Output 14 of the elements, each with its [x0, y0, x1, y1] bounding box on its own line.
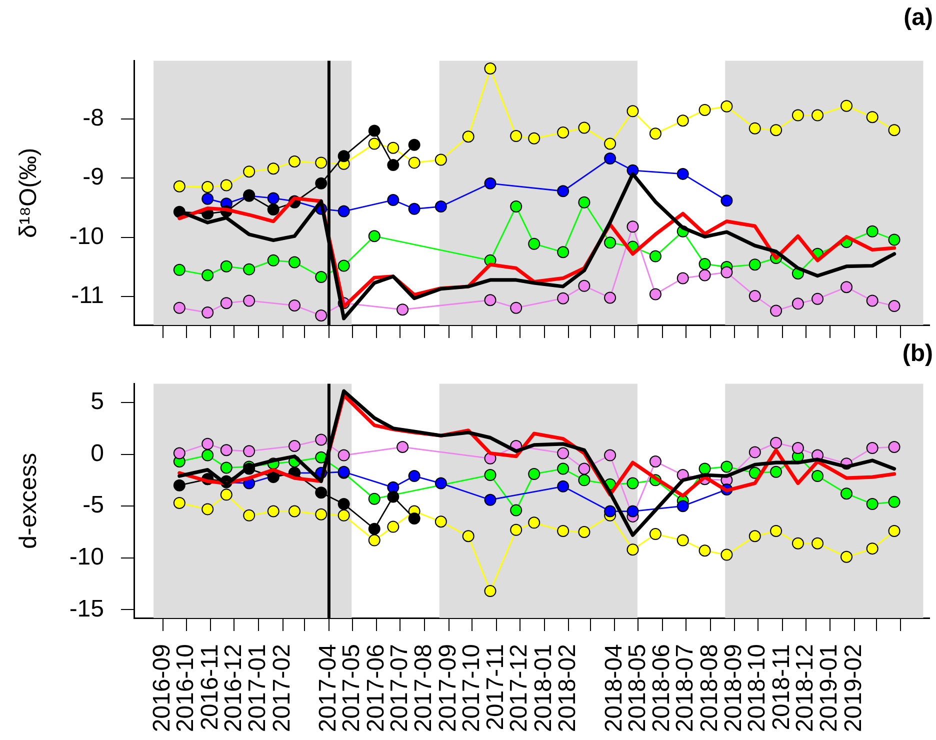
- y-tick-label: -8: [82, 104, 104, 132]
- y-tick-label: -5: [82, 492, 104, 519]
- chart-title: (b): [902, 340, 933, 368]
- x-tick-label: 2018-02: [554, 644, 582, 732]
- y-tick-label: 0: [90, 440, 104, 467]
- y-tick-label: -15: [69, 595, 104, 622]
- y-tick-label: 5: [90, 388, 104, 416]
- y-axis-title: d-excess: [15, 452, 42, 549]
- y-axis-title: δ¹⁸O(‰): [15, 148, 42, 238]
- y-tick-label: -10: [69, 544, 104, 571]
- y-tick-label: -11: [71, 282, 104, 310]
- chart-title: (a): [904, 4, 933, 32]
- y-tick-label: -10: [69, 222, 104, 250]
- y-tick-label: -9: [82, 164, 104, 191]
